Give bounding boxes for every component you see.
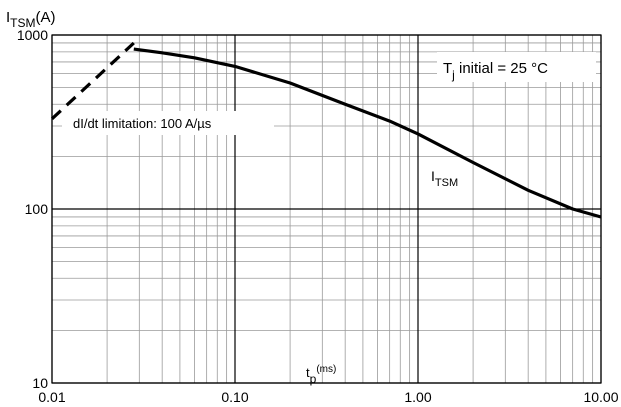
y-tick-label: 10 <box>32 375 48 391</box>
y-axis-label-unit: (A) <box>36 9 56 26</box>
series-label-itsm-main: I <box>431 168 435 184</box>
x-tick-label: 0.01 <box>38 389 65 405</box>
y-axis-label-main: I <box>6 9 10 26</box>
y-tick-label: 100 <box>25 201 49 217</box>
x-tick-label: 10.00 <box>583 389 618 405</box>
y-axis-label: ITSM(A) <box>6 9 56 30</box>
tj-annotation: Tj initial = 25 °C <box>443 60 548 82</box>
y-axis-label-sub: TSM <box>10 16 35 30</box>
tj-annotation-box <box>437 52 596 82</box>
x-axis-label-unit: (ms) <box>316 364 336 375</box>
plot-border <box>51 34 602 384</box>
tick-labels: 0.01 0.10 1.00 10.00 10 100 1000 <box>17 27 619 405</box>
itsm-curve <box>133 47 602 219</box>
didt-annotation: dI/dt limitation: 100 A/µs <box>73 116 212 131</box>
x-tick-label: 0.10 <box>221 389 248 405</box>
y-tick-label: 1000 <box>17 27 48 43</box>
series-label-itsm-sub: TSM <box>435 177 458 189</box>
series-label-itsm: ITSM <box>431 168 458 189</box>
major-grid <box>51 34 602 384</box>
didt-annotation-box <box>62 111 274 135</box>
x-axis-label-sub: p <box>310 372 317 386</box>
x-tick-label: 1.00 <box>404 389 431 405</box>
didt-limit-line <box>50 41 135 120</box>
x-axis-label: tp(ms) <box>306 364 336 386</box>
tj-annotation-main: T <box>443 60 452 77</box>
tj-annotation-sub: j <box>451 68 455 82</box>
x-axis-label-main: t <box>306 365 310 380</box>
tj-annotation-rest: initial = 25 °C <box>455 60 548 77</box>
curves <box>50 41 602 219</box>
